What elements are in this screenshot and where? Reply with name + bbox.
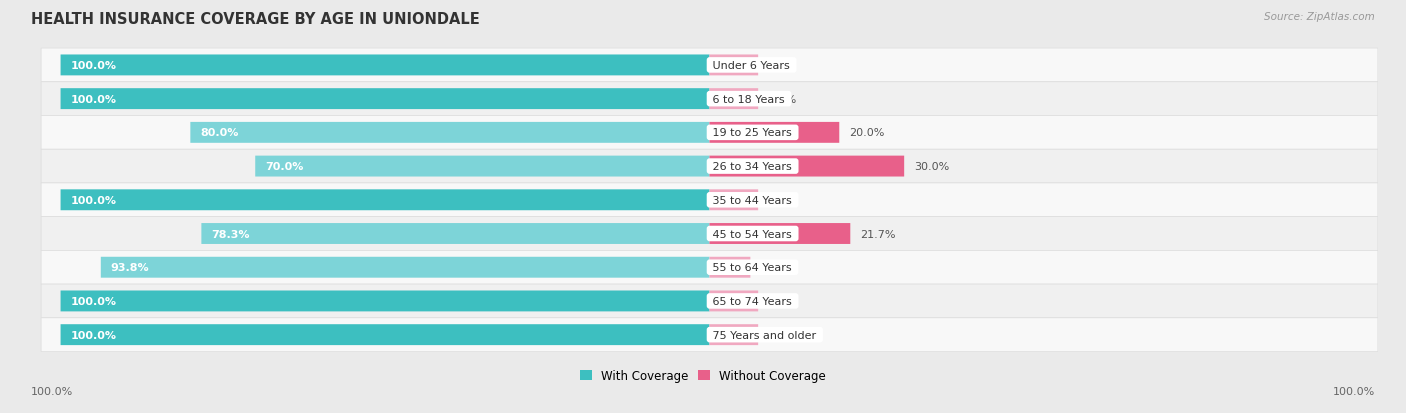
FancyBboxPatch shape	[101, 257, 710, 278]
Legend: With Coverage, Without Coverage: With Coverage, Without Coverage	[575, 365, 831, 387]
FancyBboxPatch shape	[190, 123, 710, 143]
Text: 45 to 54 Years: 45 to 54 Years	[710, 229, 796, 239]
FancyBboxPatch shape	[710, 55, 758, 76]
Text: 21.7%: 21.7%	[860, 229, 896, 239]
FancyBboxPatch shape	[41, 183, 1378, 217]
Text: 100.0%: 100.0%	[70, 195, 117, 205]
FancyBboxPatch shape	[41, 49, 1378, 83]
Text: 35 to 44 Years: 35 to 44 Years	[710, 195, 796, 205]
FancyBboxPatch shape	[41, 251, 1378, 285]
FancyBboxPatch shape	[41, 116, 1378, 150]
Text: 26 to 34 Years: 26 to 34 Years	[710, 161, 796, 172]
Text: 30.0%: 30.0%	[914, 161, 949, 172]
FancyBboxPatch shape	[60, 325, 710, 345]
Text: 20.0%: 20.0%	[849, 128, 884, 138]
Text: 100.0%: 100.0%	[31, 387, 73, 396]
Text: 0.0%: 0.0%	[768, 330, 796, 340]
Text: 0.0%: 0.0%	[768, 296, 796, 306]
Text: 100.0%: 100.0%	[70, 61, 117, 71]
FancyBboxPatch shape	[41, 217, 1378, 251]
FancyBboxPatch shape	[41, 285, 1378, 318]
Text: 55 to 64 Years: 55 to 64 Years	[710, 263, 796, 273]
Text: Source: ZipAtlas.com: Source: ZipAtlas.com	[1264, 12, 1375, 22]
Text: 100.0%: 100.0%	[70, 296, 117, 306]
Text: 80.0%: 80.0%	[200, 128, 239, 138]
FancyBboxPatch shape	[710, 190, 758, 211]
FancyBboxPatch shape	[256, 156, 710, 177]
Text: 19 to 25 Years: 19 to 25 Years	[710, 128, 796, 138]
FancyBboxPatch shape	[41, 150, 1378, 183]
FancyBboxPatch shape	[710, 223, 851, 244]
FancyBboxPatch shape	[41, 83, 1378, 116]
Text: HEALTH INSURANCE COVERAGE BY AGE IN UNIONDALE: HEALTH INSURANCE COVERAGE BY AGE IN UNIO…	[31, 12, 479, 27]
Text: 78.3%: 78.3%	[211, 229, 250, 239]
Text: 100.0%: 100.0%	[1333, 387, 1375, 396]
FancyBboxPatch shape	[60, 190, 710, 211]
FancyBboxPatch shape	[41, 318, 1378, 351]
FancyBboxPatch shape	[710, 156, 904, 177]
FancyBboxPatch shape	[710, 291, 758, 312]
Text: 100.0%: 100.0%	[70, 330, 117, 340]
FancyBboxPatch shape	[60, 55, 710, 76]
Text: 0.0%: 0.0%	[768, 61, 796, 71]
FancyBboxPatch shape	[710, 123, 839, 143]
Text: 93.8%: 93.8%	[111, 263, 149, 273]
FancyBboxPatch shape	[710, 325, 758, 345]
Text: 75 Years and older: 75 Years and older	[710, 330, 820, 340]
Text: 70.0%: 70.0%	[264, 161, 304, 172]
Text: 65 to 74 Years: 65 to 74 Years	[710, 296, 796, 306]
FancyBboxPatch shape	[201, 223, 710, 244]
Text: 6.3%: 6.3%	[761, 263, 789, 273]
Text: 100.0%: 100.0%	[70, 95, 117, 104]
Text: 0.0%: 0.0%	[768, 195, 796, 205]
FancyBboxPatch shape	[60, 291, 710, 312]
FancyBboxPatch shape	[60, 89, 710, 110]
FancyBboxPatch shape	[710, 257, 751, 278]
Text: Under 6 Years: Under 6 Years	[710, 61, 794, 71]
Text: 0.0%: 0.0%	[768, 95, 796, 104]
FancyBboxPatch shape	[710, 89, 758, 110]
Text: 6 to 18 Years: 6 to 18 Years	[710, 95, 789, 104]
